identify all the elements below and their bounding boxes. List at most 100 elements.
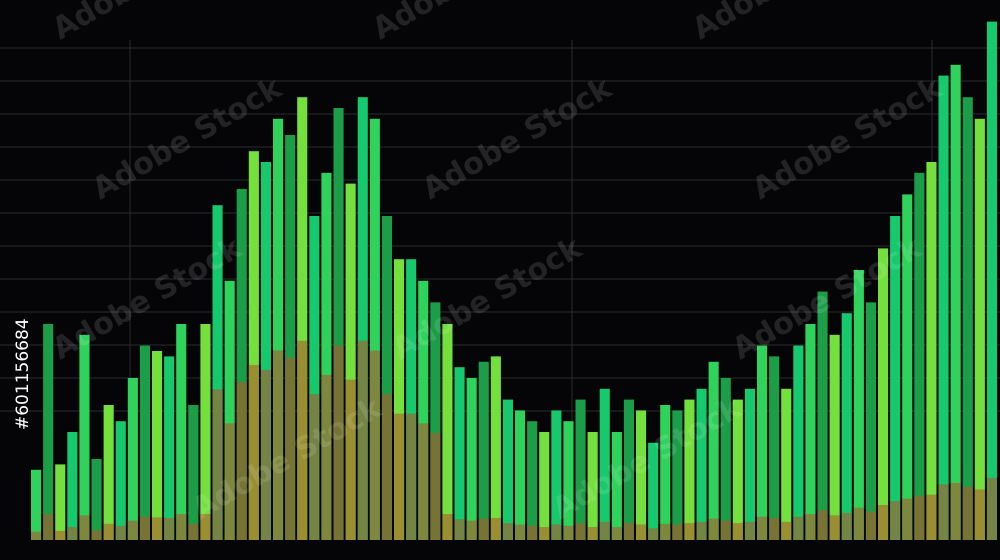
bar-shade	[103, 523, 114, 540]
bar	[914, 172, 925, 541]
bar	[672, 410, 683, 540]
bar	[418, 280, 429, 540]
bar	[551, 410, 562, 540]
bar-shade	[914, 495, 925, 540]
bar-shade	[139, 516, 150, 540]
bar-shade	[188, 523, 199, 540]
bar	[79, 334, 90, 540]
bar-shade	[490, 517, 501, 540]
bar	[829, 334, 840, 540]
bar	[527, 421, 538, 540]
bar	[684, 399, 695, 540]
bar-shade	[829, 515, 840, 540]
bar	[841, 313, 852, 540]
bar	[224, 280, 235, 540]
bar	[878, 248, 889, 540]
bar	[91, 459, 102, 540]
bar-shade	[660, 523, 671, 540]
bar-shade	[430, 433, 441, 540]
bar	[321, 172, 332, 541]
bar	[466, 378, 477, 540]
bar	[926, 162, 937, 540]
bar-shade	[551, 524, 562, 540]
bar-shade	[515, 524, 526, 540]
bar	[744, 388, 755, 540]
bar	[539, 432, 550, 540]
bar	[127, 378, 138, 540]
bar	[974, 118, 985, 541]
bar-shade	[345, 379, 356, 540]
bar	[43, 324, 54, 540]
bar	[623, 399, 634, 540]
bar	[793, 345, 804, 540]
bar-shade	[623, 523, 634, 540]
bar	[115, 421, 126, 540]
bar	[345, 183, 356, 540]
bar-shade	[636, 524, 647, 540]
bar	[611, 432, 622, 540]
bar-shade	[781, 521, 792, 540]
bar	[273, 118, 284, 541]
bar	[188, 405, 199, 540]
bar	[285, 135, 296, 540]
bar	[732, 399, 743, 540]
bar	[309, 216, 320, 540]
bar	[696, 388, 707, 540]
bar-shade	[236, 382, 247, 540]
bar	[502, 399, 513, 540]
bar-shade	[502, 523, 513, 540]
bar	[357, 97, 368, 540]
bar-shade	[466, 520, 477, 540]
bar	[176, 324, 187, 540]
bar-shade	[902, 498, 913, 540]
bar	[67, 432, 78, 540]
bar	[139, 345, 150, 540]
bar	[260, 162, 271, 540]
bar	[515, 410, 526, 540]
bar-shade	[297, 340, 308, 540]
bar-shade	[708, 518, 719, 540]
bar	[636, 410, 647, 540]
bar-shade	[55, 530, 66, 540]
bar	[454, 367, 465, 540]
bar-shade	[805, 514, 816, 540]
bar-shade	[224, 423, 235, 540]
bar-shade	[563, 525, 574, 540]
bar	[490, 356, 501, 540]
bar-shade	[115, 525, 126, 540]
image-id: #601156684	[13, 318, 33, 430]
bar-shade	[757, 516, 768, 540]
bar-shade	[732, 523, 743, 540]
bar-shade	[212, 389, 223, 540]
bar	[938, 75, 949, 540]
bar	[381, 216, 392, 540]
bar-shade	[793, 516, 804, 540]
bar	[430, 302, 441, 540]
bar-shade	[91, 530, 102, 540]
bar-shade	[164, 517, 175, 540]
bar-shade	[527, 525, 538, 540]
bar	[236, 189, 247, 540]
bar-shade	[406, 413, 417, 540]
bar	[769, 356, 780, 540]
bar	[394, 259, 405, 540]
bar-shade	[599, 521, 610, 540]
bar	[563, 421, 574, 540]
bar-shade	[611, 527, 622, 540]
bar	[805, 324, 816, 540]
bar	[248, 151, 259, 540]
bar-shade	[890, 501, 901, 540]
bar	[212, 205, 223, 540]
bar	[587, 432, 598, 540]
bar	[950, 64, 961, 541]
bar-shade	[152, 517, 163, 540]
bar	[297, 97, 308, 540]
bar	[599, 388, 610, 540]
bar	[817, 291, 828, 540]
bar-shade	[817, 510, 828, 540]
bar	[720, 378, 731, 540]
bar-shade	[769, 517, 780, 540]
bar	[369, 118, 380, 541]
bar-shade	[865, 511, 876, 540]
